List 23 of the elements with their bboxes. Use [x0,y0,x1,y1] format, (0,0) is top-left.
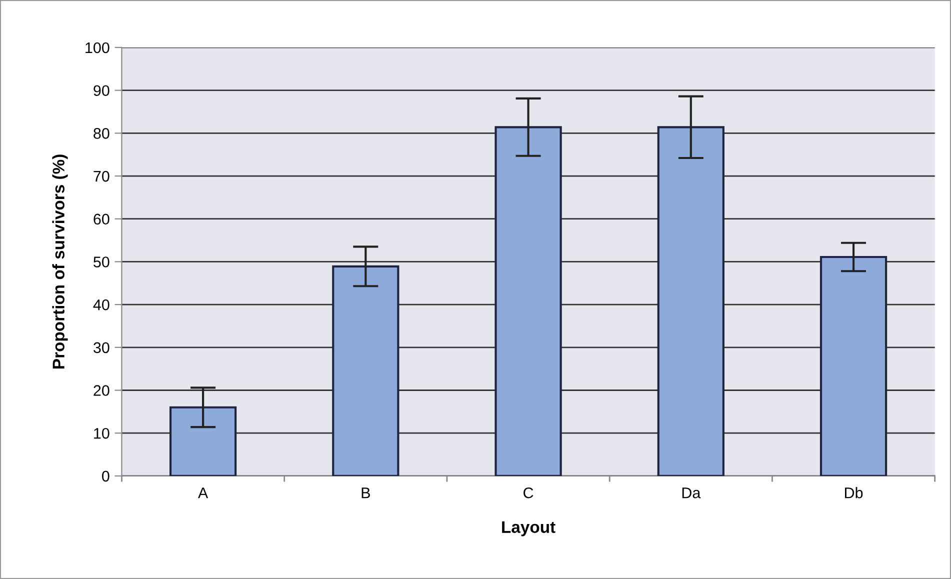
y-tick-label: 30 [94,342,110,354]
x-tick-label: Da [682,488,701,498]
y-tick-label: 90 [94,85,110,96]
y-tick-label: 10 [94,428,110,439]
bar [332,265,400,476]
y-tick-label: 100 [86,42,110,54]
y-tick-label: 0 [102,470,110,482]
bar [657,126,724,476]
y-tick-label: 70 [94,170,110,182]
bar [820,256,888,476]
x-tick-label: Db [845,487,863,498]
x-axis-title: Layout [502,521,556,536]
y-tick-label: 20 [94,385,110,396]
x-tick-label: A [198,488,208,498]
y-tick-label: 60 [94,214,110,225]
y-tick-label: 50 [94,256,110,268]
x-tick-label: C [524,487,534,498]
bar [494,126,562,476]
x-tick-label: B [362,488,370,498]
y-axis-title: Proportion of survivors (%) [52,154,68,368]
y-tick-label: 40 [93,299,110,310]
bar [169,406,237,476]
y-tick-label: 80 [94,128,110,139]
